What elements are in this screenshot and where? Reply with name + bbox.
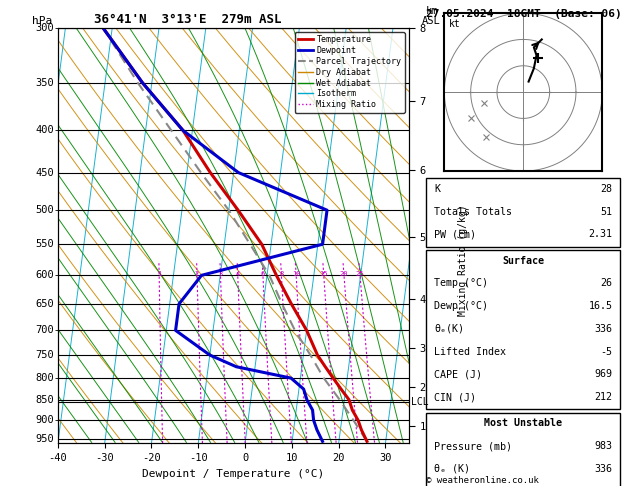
X-axis label: Dewpoint / Temperature (°C): Dewpoint / Temperature (°C) <box>142 469 325 479</box>
Text: Mixing Ratio (g/kg): Mixing Ratio (g/kg) <box>459 205 468 316</box>
Text: 336: 336 <box>594 464 613 474</box>
Text: 750: 750 <box>35 350 54 360</box>
Text: CIN (J): CIN (J) <box>434 392 476 402</box>
Text: 336: 336 <box>594 324 613 334</box>
Text: 20: 20 <box>340 271 348 277</box>
Text: 900: 900 <box>35 415 54 425</box>
Legend: Temperature, Dewpoint, Parcel Trajectory, Dry Adiabat, Wet Adiabat, Isotherm, Mi: Temperature, Dewpoint, Parcel Trajectory… <box>294 32 404 113</box>
Text: Temp (°C): Temp (°C) <box>434 278 488 289</box>
Text: 212: 212 <box>594 392 613 402</box>
Text: 800: 800 <box>35 373 54 383</box>
Text: 500: 500 <box>35 205 54 215</box>
Text: K: K <box>434 184 440 194</box>
Text: 2.31: 2.31 <box>589 229 613 240</box>
Text: Lifted Index: Lifted Index <box>434 347 506 357</box>
Text: 600: 600 <box>35 270 54 280</box>
Bar <box>426 413 620 486</box>
Text: Surface: Surface <box>503 256 544 266</box>
Text: 25: 25 <box>355 271 364 277</box>
Text: -5: -5 <box>601 347 613 357</box>
Bar <box>426 178 620 246</box>
Text: 700: 700 <box>35 326 54 335</box>
Text: 350: 350 <box>35 78 54 88</box>
Text: 15: 15 <box>320 271 328 277</box>
Text: 983: 983 <box>594 441 613 451</box>
Text: PW (cm): PW (cm) <box>434 229 476 240</box>
Text: Totals Totals: Totals Totals <box>434 207 512 217</box>
Text: 969: 969 <box>594 369 613 380</box>
Text: 400: 400 <box>35 125 54 136</box>
Text: 27.05.2024  18GMT  (Base: 06): 27.05.2024 18GMT (Base: 06) <box>426 9 622 19</box>
Text: 26: 26 <box>601 278 613 289</box>
Text: 2: 2 <box>195 271 199 277</box>
Text: 16.5: 16.5 <box>589 301 613 311</box>
Text: 28: 28 <box>601 184 613 194</box>
Text: 51: 51 <box>601 207 613 217</box>
Text: 950: 950 <box>35 434 54 445</box>
Text: km
ASL: km ASL <box>422 6 441 26</box>
Text: 8: 8 <box>279 271 284 277</box>
Text: 6: 6 <box>260 271 265 277</box>
Text: 300: 300 <box>35 23 54 33</box>
Text: LCL: LCL <box>411 397 429 407</box>
Text: θₑ(K): θₑ(K) <box>434 324 464 334</box>
Text: 550: 550 <box>35 239 54 249</box>
Text: Pressure (mb): Pressure (mb) <box>434 441 512 451</box>
Text: 1: 1 <box>157 271 161 277</box>
Text: 850: 850 <box>35 395 54 405</box>
Text: Most Unstable: Most Unstable <box>484 418 562 428</box>
Text: hPa: hPa <box>31 16 52 26</box>
Text: 650: 650 <box>35 299 54 309</box>
Bar <box>426 250 620 409</box>
Text: CAPE (J): CAPE (J) <box>434 369 482 380</box>
Text: 36°41'N  3°13'E  279m ASL: 36°41'N 3°13'E 279m ASL <box>94 13 282 26</box>
Text: © weatheronline.co.uk: © weatheronline.co.uk <box>426 476 539 485</box>
Text: 3: 3 <box>218 271 223 277</box>
Text: Dewp (°C): Dewp (°C) <box>434 301 488 311</box>
Text: 10: 10 <box>292 271 300 277</box>
Text: 450: 450 <box>35 168 54 177</box>
Text: θₑ (K): θₑ (K) <box>434 464 470 474</box>
Text: 4: 4 <box>235 271 240 277</box>
Text: kt: kt <box>449 19 461 30</box>
